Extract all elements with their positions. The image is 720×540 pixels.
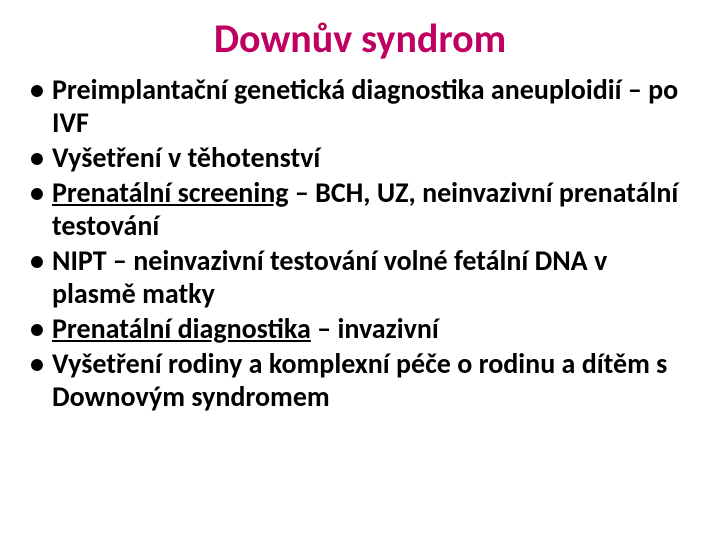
bullet-text-run: NIPT – neinvazivní testování volné fetál… xyxy=(52,243,607,311)
bullet-text-run: Preimplantační genetická diagnostika ane… xyxy=(52,72,678,140)
bullet-list: Preimplantační genetická diagnostika ane… xyxy=(24,73,696,413)
bullet-text-run: Vyšetření v těhotenství xyxy=(52,140,320,175)
slide-title: Downův syndrom xyxy=(24,14,696,63)
bullet-item: Prenatální diagnostika – invazivní xyxy=(24,312,696,345)
bullet-text-run: Prenatální screening xyxy=(52,175,289,210)
bullet-text-run: – invazivní xyxy=(311,311,439,346)
bullet-item: Vyšetření v těhotenství xyxy=(24,141,696,174)
bullet-item: Preimplantační genetická diagnostika ane… xyxy=(24,73,696,139)
bullet-item: Vyšetření rodiny a komplexní péče o rodi… xyxy=(24,347,696,413)
bullet-text-run: Prenatální diagnostika xyxy=(52,311,311,346)
bullet-text-run: Vyšetření rodiny a komplexní péče o rodi… xyxy=(52,346,667,414)
bullet-item: NIPT – neinvazivní testování volné fetál… xyxy=(24,244,696,310)
bullet-item: Prenatální screening – BCH, UZ, neinvazi… xyxy=(24,176,696,242)
